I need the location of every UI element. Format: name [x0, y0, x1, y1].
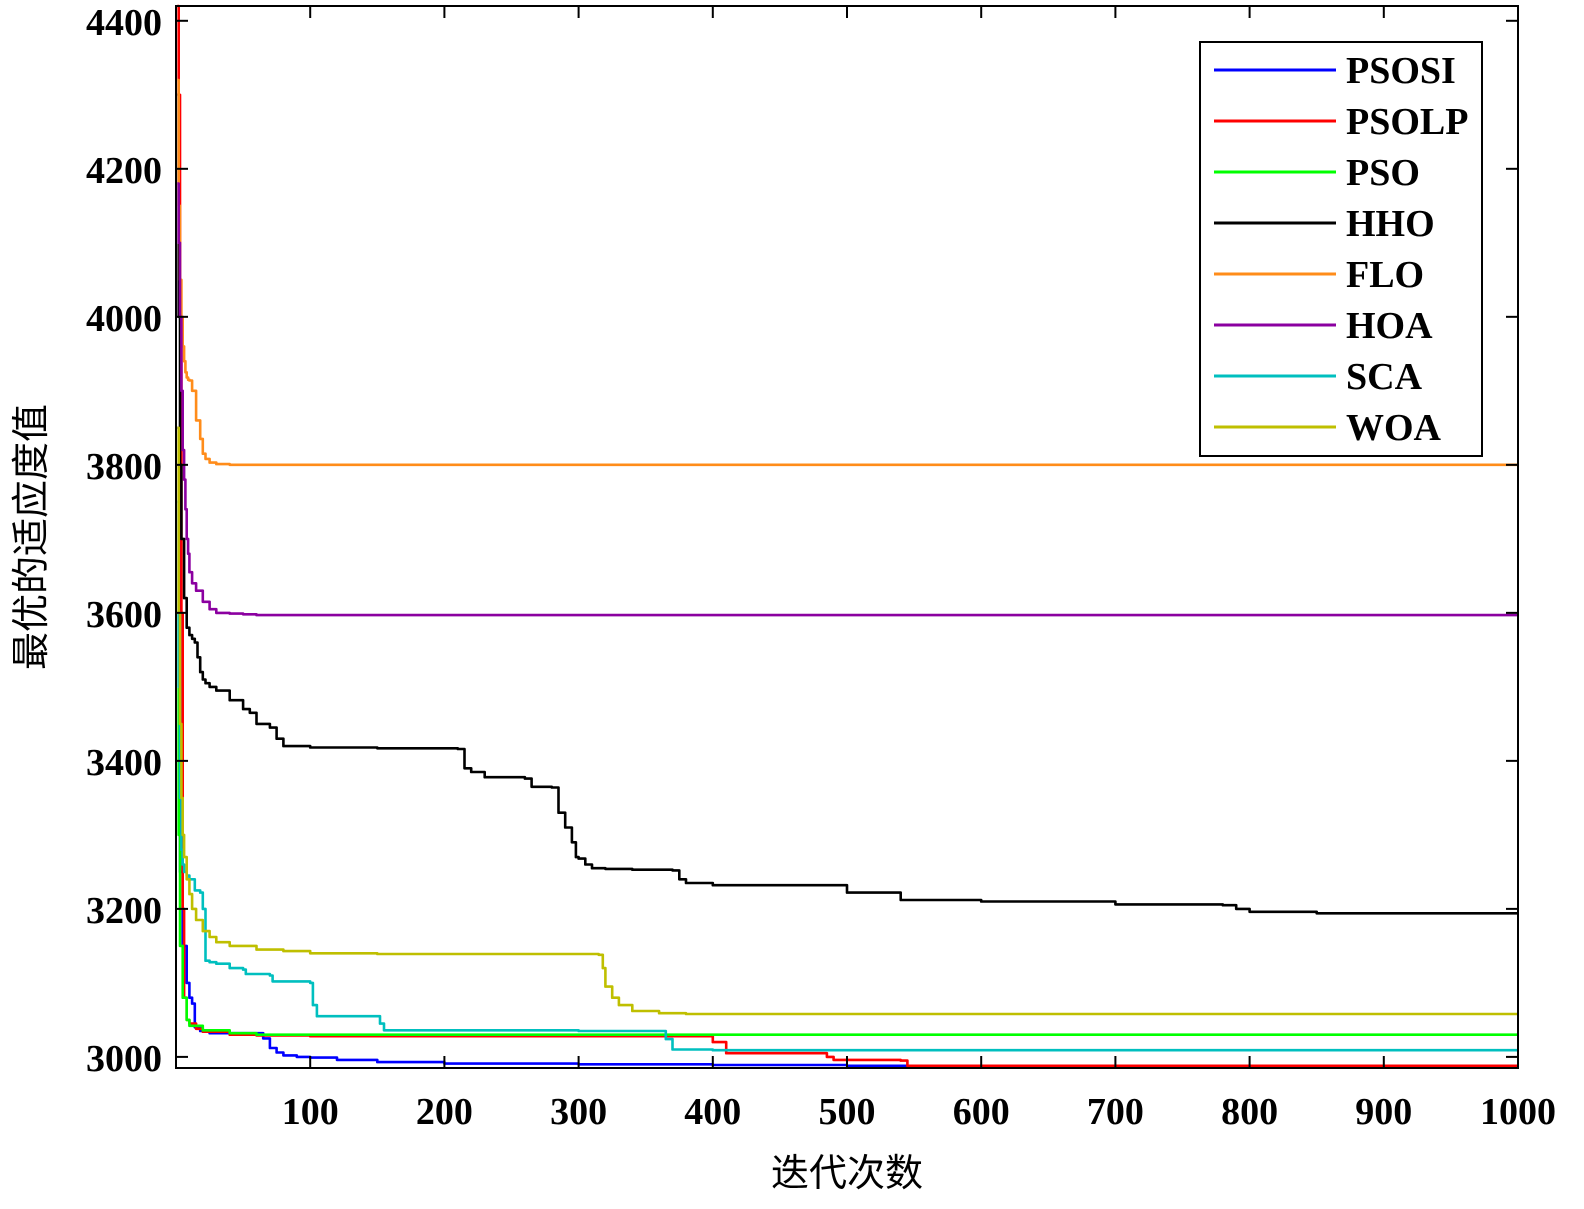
- series-line-sca: [177, 500, 1518, 1052]
- legend-label-psosi: PSOSI: [1346, 50, 1456, 92]
- series-line-hoa: [177, 182, 1518, 617]
- x-tick-label: 800: [1221, 1091, 1278, 1133]
- x-tick-label: 200: [416, 1091, 473, 1133]
- x-tick-label: 900: [1355, 1091, 1412, 1133]
- y-tick-label: 4000: [86, 298, 162, 340]
- y-tick-label: 4200: [86, 150, 162, 192]
- x-tick-label: 1000: [1480, 1091, 1556, 1133]
- legend-box: [1199, 41, 1483, 457]
- legend-label-hoa: HOA: [1346, 305, 1433, 347]
- x-tick-label: 100: [282, 1091, 339, 1133]
- series-line-pso: [177, 611, 1518, 1036]
- series-line-woa: [177, 426, 1518, 1016]
- y-tick-label: 4400: [86, 2, 162, 44]
- legend: PSOSI PSOLP PSO HHO FLO HOA SCA WOA: [1199, 41, 1483, 457]
- y-tick-label: 3000: [86, 1038, 162, 1080]
- y-tick-label: 3400: [86, 742, 162, 784]
- legend-label-hho: HHO: [1346, 203, 1435, 245]
- legend-label-pso: PSO: [1346, 152, 1420, 194]
- y-axis-label: 最优的适应度值: [9, 404, 53, 670]
- x-tick-label: 300: [550, 1091, 607, 1133]
- legend-label-psolp: PSOLP: [1346, 101, 1468, 143]
- x-tick-label: 400: [684, 1091, 741, 1133]
- x-tick-label: 700: [1087, 1091, 1144, 1133]
- x-tick-label: 500: [819, 1091, 876, 1133]
- x-tick-label: 600: [953, 1091, 1010, 1133]
- legend-label-flo: FLO: [1346, 254, 1424, 296]
- legend-label-sca: SCA: [1346, 356, 1423, 398]
- y-tick-label: 3600: [86, 594, 162, 636]
- legend-label-woa: WOA: [1346, 407, 1442, 449]
- y-tick-label: 3800: [86, 446, 162, 488]
- y-tick-label: 3200: [86, 890, 162, 932]
- tick-layer: 100 200 300 400 500 600 700 800 900 1000 3000 3200 3…: [86, 2, 1556, 1133]
- series-line-hho: [177, 93, 1518, 915]
- x-axis-label: 迭代次数: [771, 1151, 923, 1195]
